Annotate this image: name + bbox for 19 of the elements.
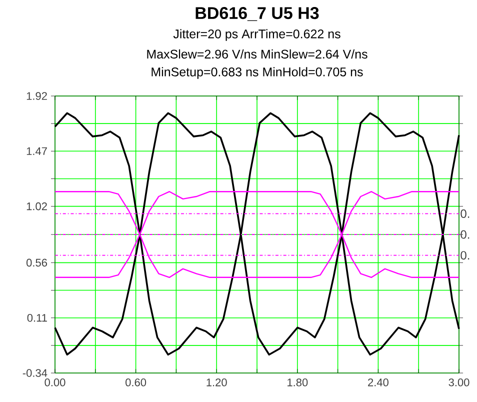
y-tick-label: 1.02 <box>26 202 47 210</box>
x-tick-label: 3.00 <box>448 378 470 386</box>
text: 0. <box>460 251 470 260</box>
text: MinSetup=0.683 ns MinHold=0.705 ns <box>152 67 363 79</box>
chart-title: BD616_7 U5 H3 <box>196 7 319 21</box>
y-tick-label: 0.56 <box>26 258 47 267</box>
x-tick-label: 0.00 <box>44 378 66 386</box>
y-tick-label: -0.34 <box>22 369 48 377</box>
text: 0. <box>460 230 470 239</box>
y-tick-label: 0.11 <box>27 314 47 322</box>
chart-subtitle: Jitter=20 ps ArrTime=0.622 ns <box>173 29 340 41</box>
y-tick-label: 1.92 <box>26 92 47 100</box>
x-tick-label: 1.80 <box>288 378 308 386</box>
text: 0. <box>460 209 470 218</box>
x-tick-label: 0.60 <box>126 378 146 386</box>
x-tick-label: 1.20 <box>206 378 227 386</box>
y-tick-label: 1.47 <box>26 147 47 155</box>
x-tick-label: 2.40 <box>368 378 388 386</box>
text: MaxSlew=2.96 V/ns MinSlew=2.64 V/ns <box>147 49 368 59</box>
